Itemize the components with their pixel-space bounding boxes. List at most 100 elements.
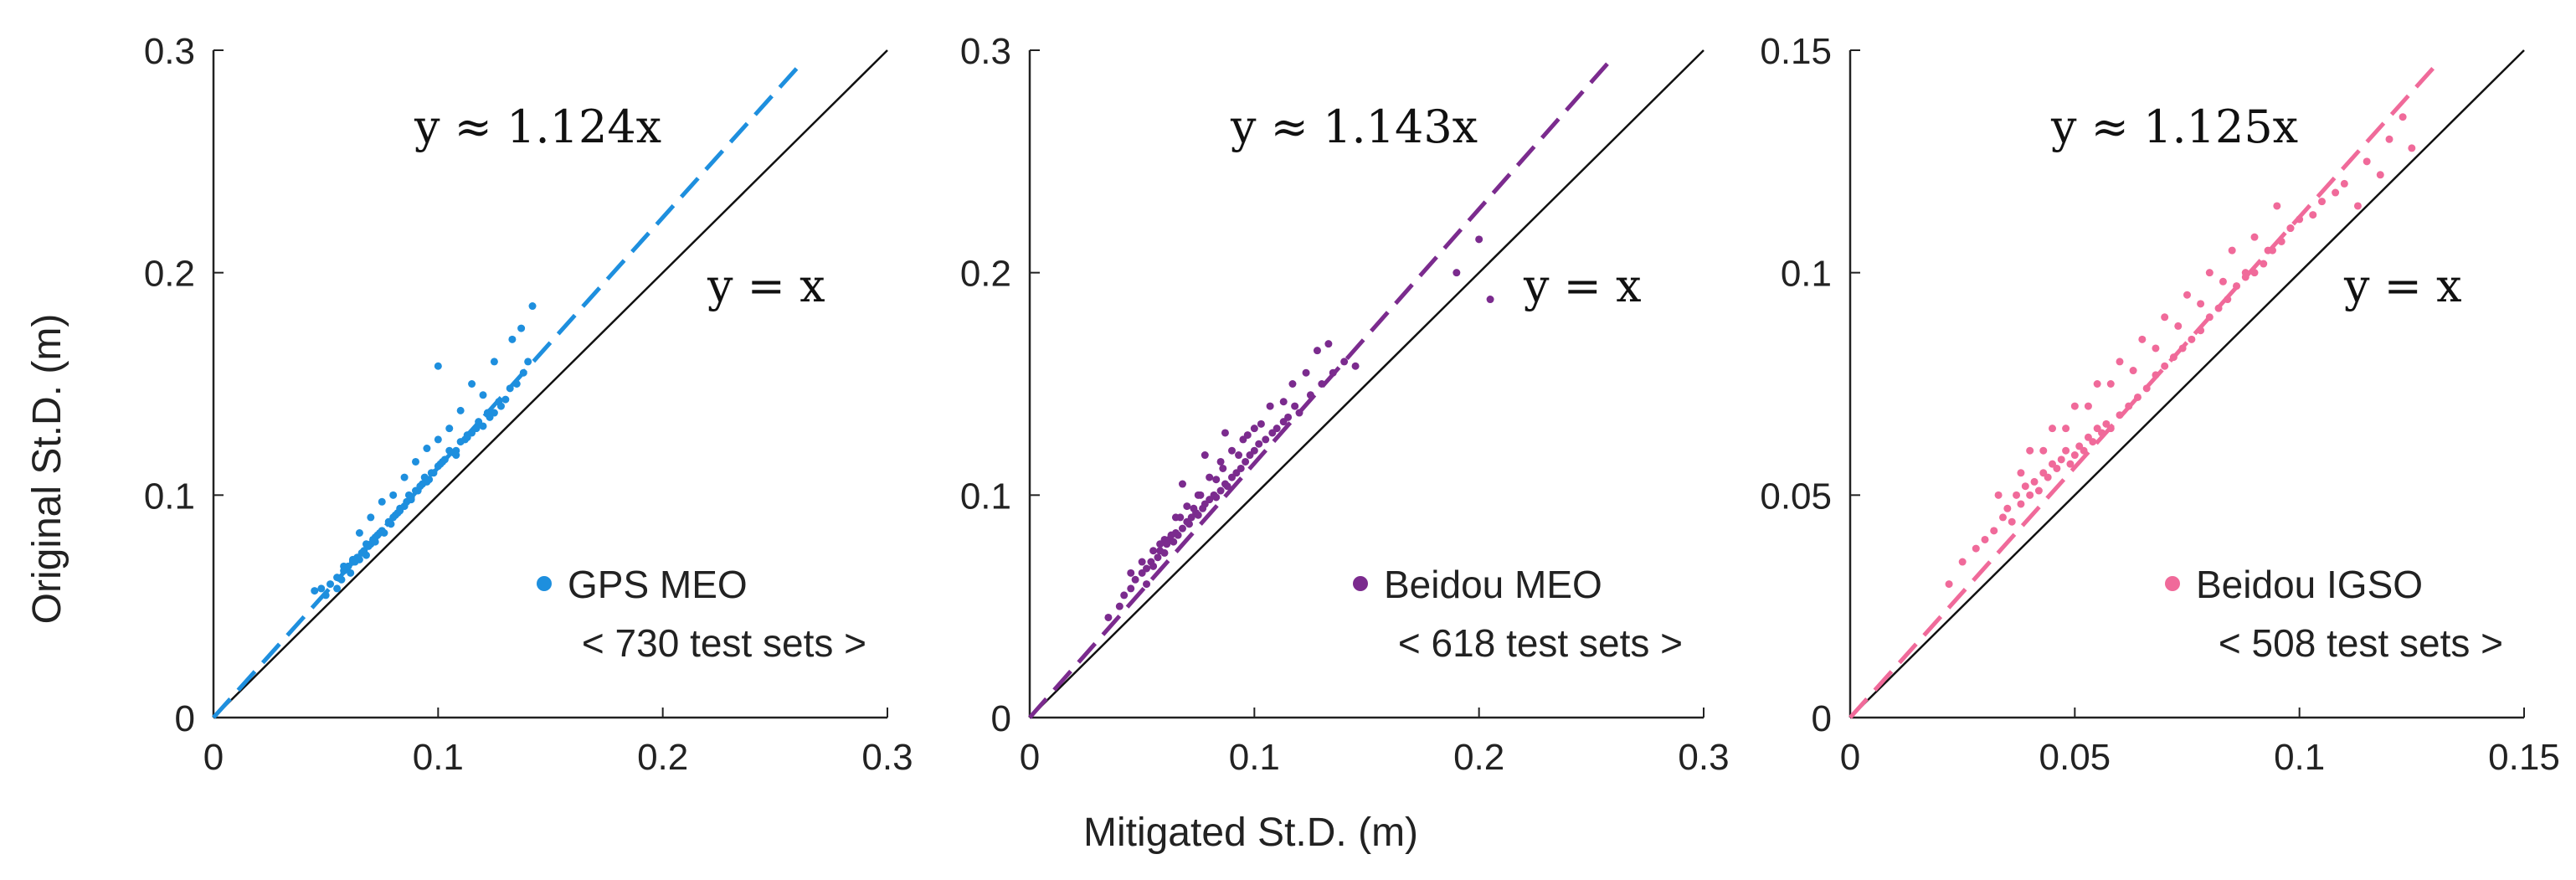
data-point <box>378 497 386 506</box>
data-point <box>456 406 465 414</box>
panel-2: 0 0.1 0.2 0.3 0 0.1 0.2 0.3 y ≈ 1.143x y = x Beido… <box>960 31 1730 778</box>
data-point <box>434 435 442 444</box>
data-point <box>1156 540 1165 548</box>
data-point <box>389 491 398 499</box>
data-point <box>2057 455 2065 464</box>
data-point <box>508 335 517 343</box>
identity-line <box>1029 49 1704 718</box>
data-point <box>1143 580 1151 589</box>
data-point <box>1185 520 1194 528</box>
data-point <box>2116 411 2124 419</box>
data-point <box>2224 296 2232 304</box>
data-point <box>1318 380 1326 388</box>
data-point <box>1178 524 1186 533</box>
legend-label: GPS MEO <box>568 563 748 606</box>
data-point <box>2093 380 2101 388</box>
test-set-count-label: < 618 test sets > <box>1398 621 1683 665</box>
x-tick-label: 0.3 <box>861 737 913 778</box>
data-point <box>1242 457 1250 466</box>
data-point <box>1981 535 1989 543</box>
y-axis-label: Original St.D. (m) <box>25 314 69 625</box>
data-point <box>1284 413 1293 421</box>
data-point <box>528 302 537 311</box>
data-point <box>2219 277 2227 286</box>
data-point <box>1216 486 1225 495</box>
data-point <box>384 517 393 526</box>
x-tick-label: 0.2 <box>1453 737 1504 778</box>
data-point <box>1994 491 2003 499</box>
y-tick-label: 0 <box>1812 698 1832 739</box>
data-point <box>2129 367 2137 375</box>
data-point <box>423 445 431 453</box>
data-point <box>2233 282 2241 291</box>
data-point <box>2273 202 2281 210</box>
data-point <box>450 449 458 457</box>
data-point <box>2376 171 2384 179</box>
data-point <box>501 395 510 404</box>
data-point <box>2332 188 2340 197</box>
y-tick-label: 0.1 <box>1781 254 1832 295</box>
data-point <box>1219 464 1227 472</box>
data-point <box>2008 517 2016 526</box>
data-point <box>2003 504 2012 512</box>
data-point <box>2017 500 2025 508</box>
data-point <box>1183 502 1191 511</box>
data-point <box>1273 425 1281 433</box>
test-set-count-label: < 508 test sets > <box>2219 621 2503 665</box>
test-set-count-label: < 730 test sets > <box>582 621 866 665</box>
x-tick-label: 0.2 <box>637 737 688 778</box>
data-point <box>2161 362 2169 370</box>
data-point <box>472 425 481 433</box>
data-point <box>2053 464 2061 472</box>
data-point <box>2062 446 2070 455</box>
data-point <box>400 473 409 481</box>
data-point <box>317 584 326 593</box>
data-point <box>2021 482 2029 491</box>
y-tick-label: 0 <box>175 698 195 739</box>
data-point <box>1212 493 1221 502</box>
data-point <box>351 558 359 566</box>
data-point <box>2260 260 2268 268</box>
data-point <box>2205 313 2214 322</box>
identity-equation-label: y = x <box>1523 260 1642 312</box>
data-point <box>376 528 384 537</box>
data-point <box>475 418 483 426</box>
data-point <box>2318 198 2326 206</box>
data-point <box>429 469 438 477</box>
data-point <box>1206 473 1214 481</box>
fit-equation-label: y ≈ 1.124x <box>414 100 661 153</box>
data-point <box>2408 144 2416 152</box>
data-point <box>2138 335 2147 343</box>
data-point <box>524 358 532 366</box>
data-point <box>1178 480 1186 488</box>
data-point <box>1453 269 1461 277</box>
data-point <box>1221 429 1229 437</box>
data-point <box>1324 340 1333 348</box>
data-point <box>1176 513 1185 522</box>
data-point <box>2205 269 2214 277</box>
data-point <box>1235 451 1243 460</box>
data-point <box>1486 296 1494 304</box>
fit-line <box>1028 59 1612 719</box>
data-point <box>1223 482 1231 491</box>
data-point <box>2125 402 2133 410</box>
data-point <box>403 497 411 506</box>
data-point <box>1154 553 1162 562</box>
data-point <box>1279 398 1288 406</box>
data-point <box>1138 558 1146 566</box>
data-point <box>1295 409 1303 417</box>
data-point <box>1306 391 1314 399</box>
data-point <box>2013 491 2021 499</box>
data-point <box>2340 179 2348 188</box>
data-point <box>1149 562 1158 570</box>
data-point <box>1266 402 1274 410</box>
data-point <box>1196 491 1205 499</box>
data-point <box>2133 393 2142 401</box>
legend-marker <box>537 576 552 591</box>
y-tick-label: 0.3 <box>960 31 1011 72</box>
data-point <box>1257 419 1265 428</box>
data-point <box>436 460 445 468</box>
y-tick-label: 0.2 <box>960 254 1011 295</box>
legend-marker <box>1353 576 1368 591</box>
data-point <box>1351 362 1360 370</box>
